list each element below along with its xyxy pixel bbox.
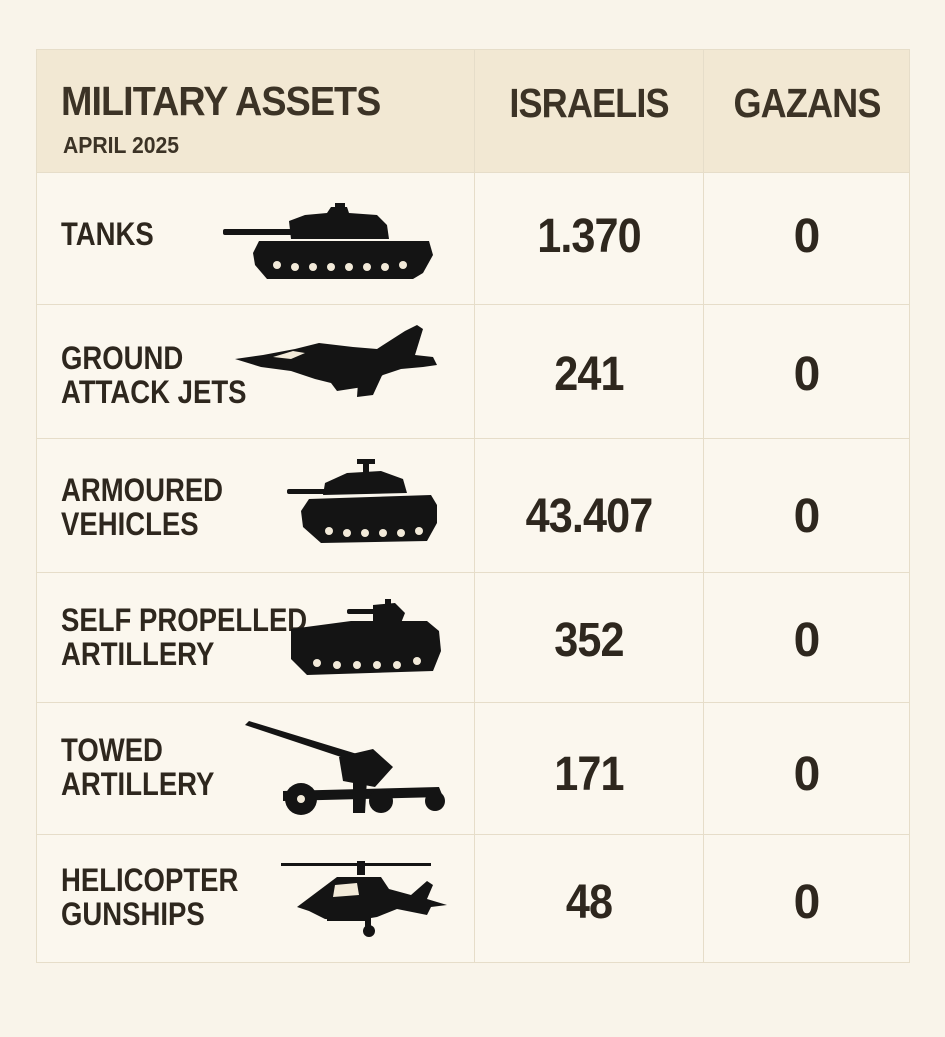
towed-artillery-icon bbox=[245, 721, 445, 815]
israelis-value: 171 bbox=[554, 748, 624, 801]
table-subtitle: APRIL 2025 bbox=[63, 132, 180, 158]
column-divider bbox=[474, 50, 475, 962]
row-label: SELF PROPELLED ARTILLERY bbox=[61, 602, 308, 672]
table-row: SELF PROPELLED ARTILLERY 352 0 bbox=[37, 572, 909, 702]
israelis-value: 48 bbox=[565, 876, 613, 929]
gazans-value: 0 bbox=[793, 490, 821, 543]
row-label: ARMOURED VEHICLES bbox=[61, 472, 224, 542]
table-row: TOWED ARTILLERY 171 0 bbox=[37, 702, 909, 834]
table-row: HELICOPTER GUNSHIPS 48 0 bbox=[37, 834, 909, 962]
table-header: MILITARY ASSETS APRIL 2025 ISRAELIS GAZA… bbox=[37, 50, 909, 173]
row-label: TOWED ARTILLERY bbox=[61, 732, 215, 802]
gazans-value: 0 bbox=[793, 614, 821, 667]
table-row: TANKS 1.370 0 bbox=[37, 172, 909, 304]
gazans-value: 0 bbox=[793, 348, 821, 401]
gazans-value: 0 bbox=[793, 748, 821, 801]
israelis-value: 1.370 bbox=[537, 210, 642, 263]
helicopter-icon bbox=[281, 861, 447, 937]
table-row: ARMOURED VEHICLES 43.407 0 bbox=[37, 438, 909, 572]
self-propelled-artillery-icon bbox=[291, 599, 441, 675]
armoured-vehicle-icon bbox=[287, 459, 437, 543]
row-label: GROUND ATTACK JETS bbox=[61, 340, 247, 410]
table-title: MILITARY ASSETS bbox=[61, 78, 381, 124]
column-divider bbox=[703, 50, 704, 962]
israelis-value: 43.407 bbox=[525, 490, 654, 543]
assets-table: MILITARY ASSETS APRIL 2025 ISRAELIS GAZA… bbox=[36, 49, 910, 963]
column-header-gazans: GAZANS bbox=[733, 80, 881, 126]
row-label: TANKS bbox=[61, 216, 154, 252]
table-row: GROUND ATTACK JETS 241 0 bbox=[37, 304, 909, 438]
israelis-value: 241 bbox=[554, 348, 624, 401]
gazans-value: 0 bbox=[793, 876, 821, 929]
gazans-value: 0 bbox=[793, 210, 821, 263]
israelis-value: 352 bbox=[554, 614, 624, 667]
column-header-israelis: ISRAELIS bbox=[509, 80, 669, 126]
row-label: HELICOPTER GUNSHIPS bbox=[61, 862, 239, 932]
jet-icon bbox=[235, 325, 437, 397]
tank-icon bbox=[223, 203, 433, 279]
